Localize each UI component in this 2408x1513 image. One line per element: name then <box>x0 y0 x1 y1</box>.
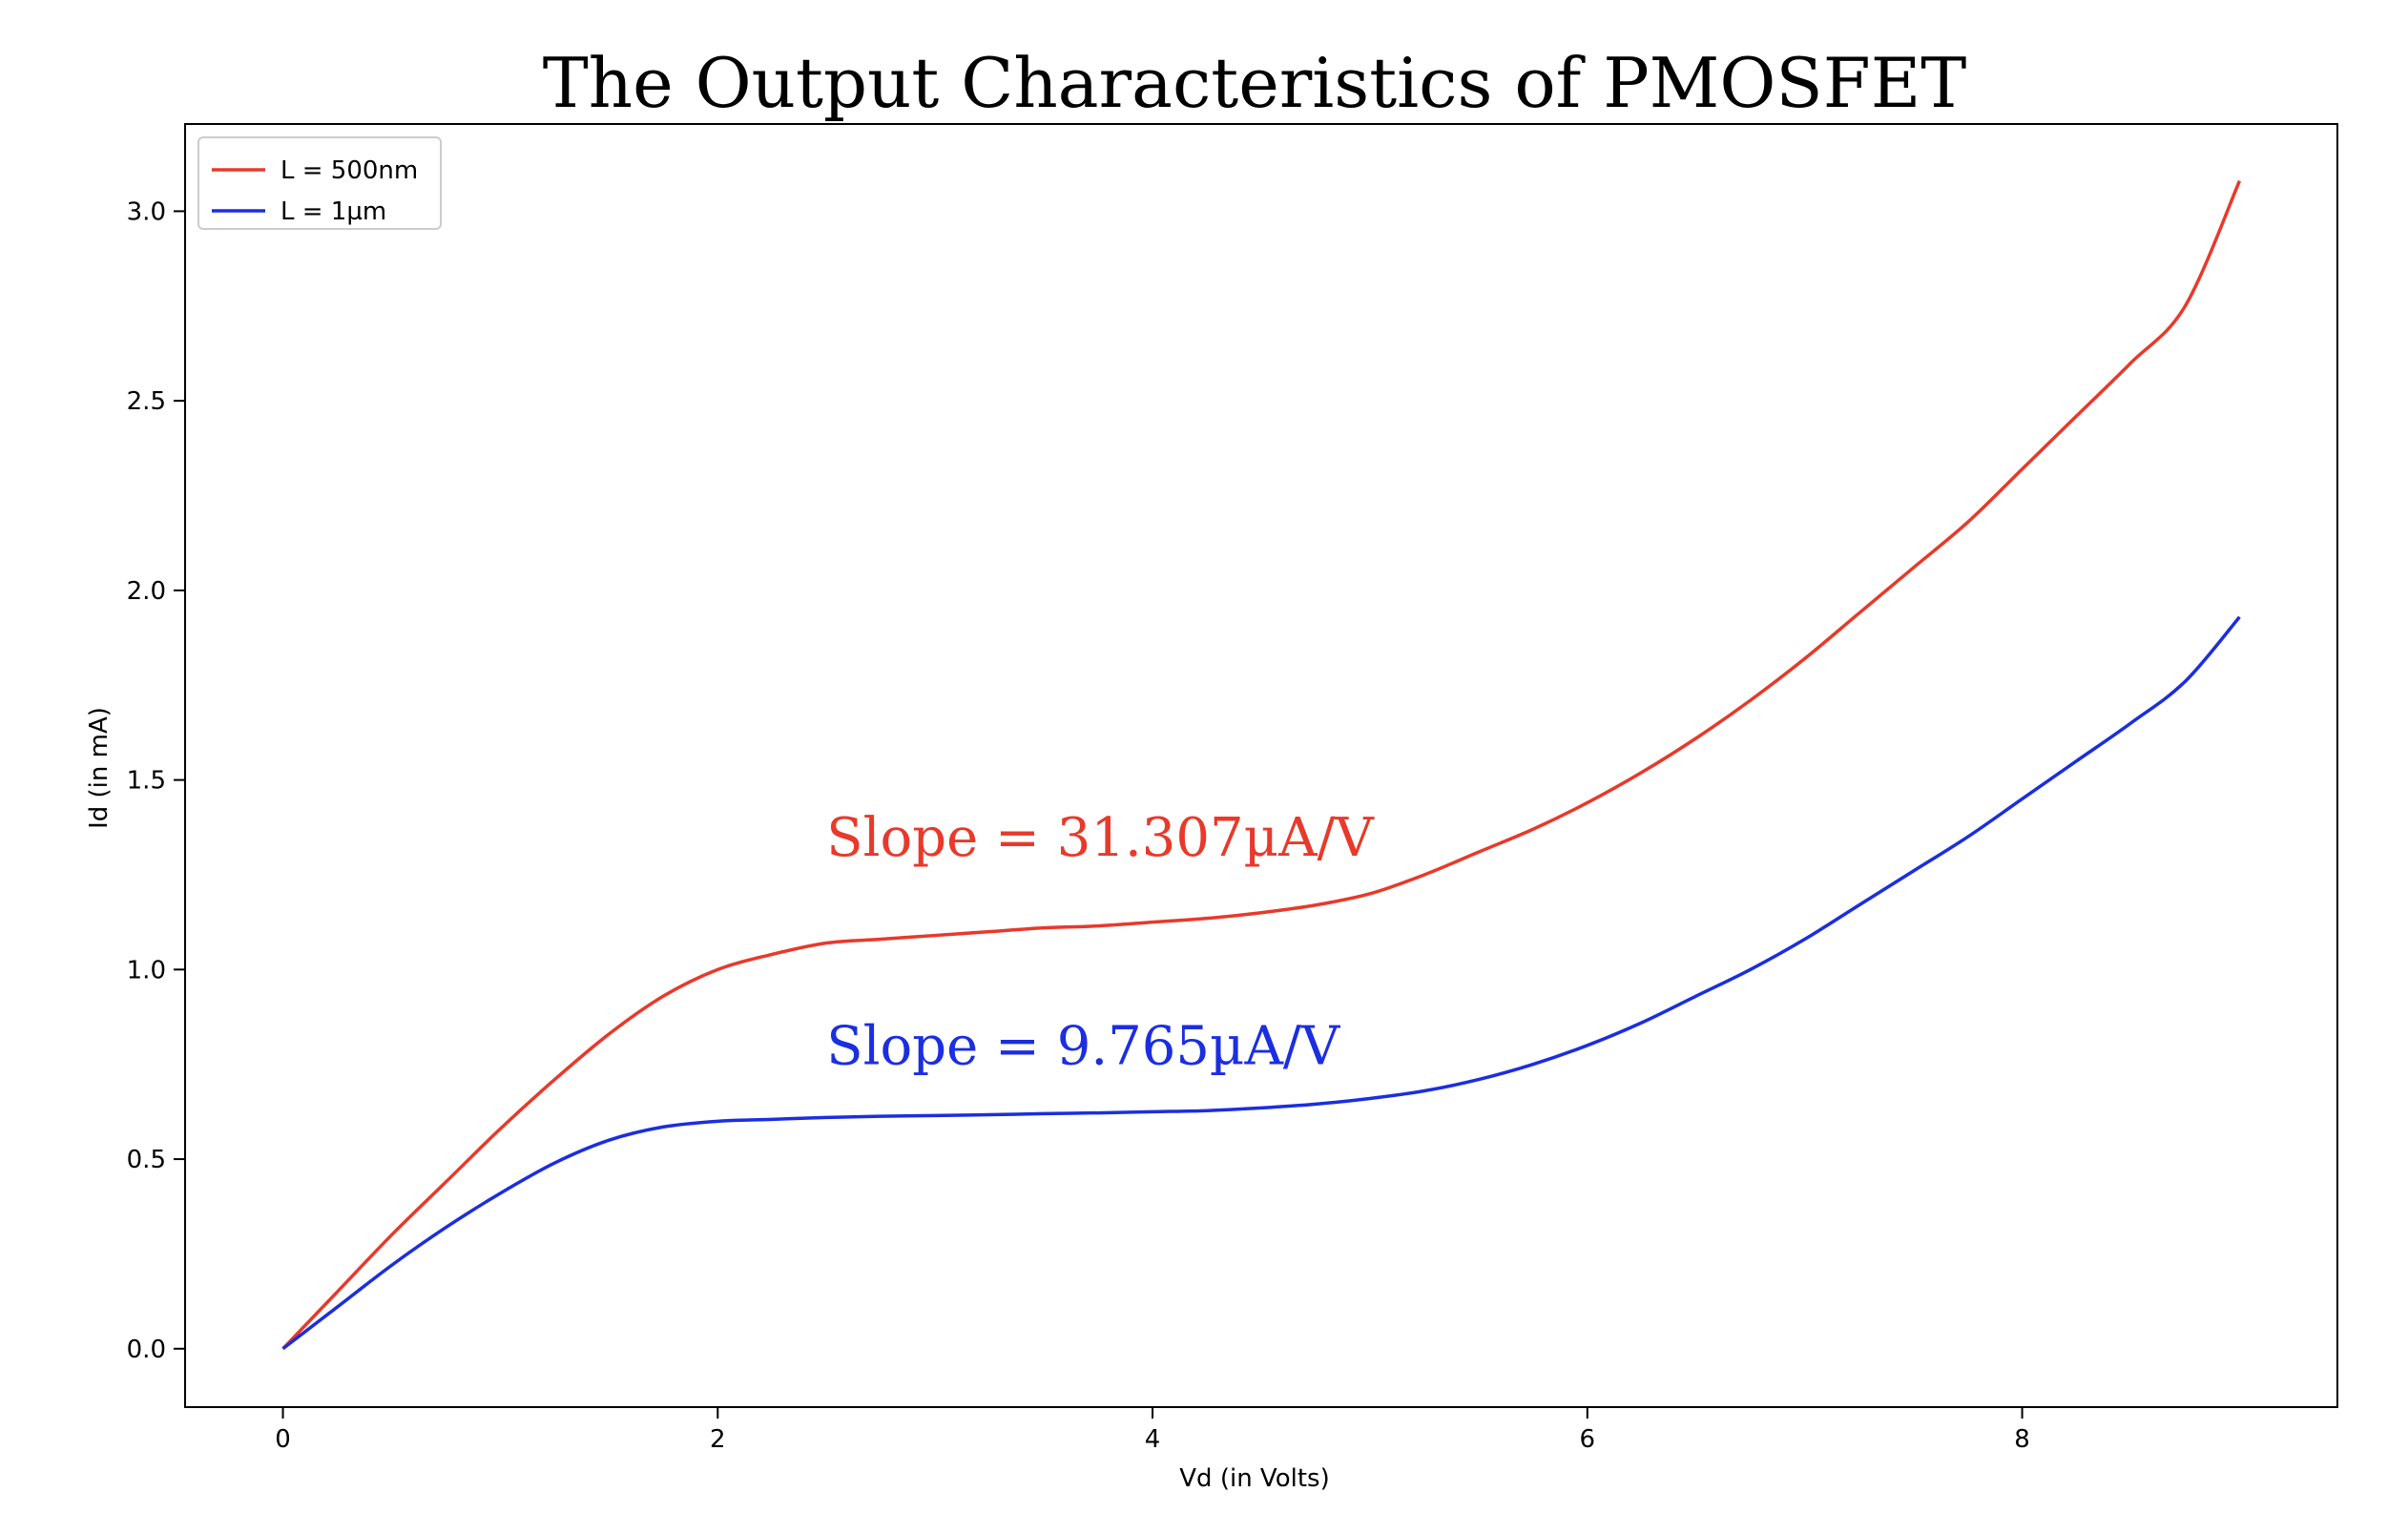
y-tick-label: 1.0 <box>127 956 166 984</box>
series-layer <box>281 179 2242 1351</box>
legend-entry-1: L = 500nm <box>280 156 418 185</box>
slope-annotation-2: Slope = 9.765µA/V <box>826 1016 1341 1078</box>
legend: L = 500nm L = 1µm <box>197 136 442 230</box>
y-tick-label: 1.5 <box>127 767 166 796</box>
y-tick-label: 0.0 <box>127 1336 166 1364</box>
plot-frame <box>184 123 2338 1408</box>
x-tick-label: 4 <box>1145 1425 1161 1454</box>
y-tick-label: 2.0 <box>127 577 166 606</box>
x-axis: 0 2 4 6 8 <box>275 1407 2030 1454</box>
annotations: Slope = 31.307µA/V Slope = 9.765µA/V <box>826 807 1375 1078</box>
x-tick-label: 2 <box>710 1425 726 1454</box>
chart-title: The Output Characteristics of PMOSFET <box>543 43 1967 123</box>
y-tick-label: 3.0 <box>127 197 166 226</box>
legend-box <box>197 136 442 230</box>
legend-entry-2: L = 1µm <box>280 197 386 226</box>
x-tick-label: 0 <box>275 1425 291 1454</box>
y-tick-label: 2.5 <box>127 387 166 416</box>
x-axis-label: Vd (in Volts) <box>1179 1464 1329 1493</box>
plot-area <box>184 123 2338 1408</box>
y-axis-label: Id (in mA) <box>85 707 114 829</box>
y-tick-label: 0.5 <box>127 1146 166 1174</box>
series-line-1 <box>281 179 2242 1350</box>
y-axis: 0.0 0.5 1.0 1.5 2.0 2.5 3.0 <box>127 197 185 1364</box>
slope-annotation-1: Slope = 31.307µA/V <box>826 807 1375 869</box>
x-tick-label: 6 <box>1580 1425 1596 1454</box>
x-tick-label: 8 <box>2014 1425 2030 1454</box>
series-line-2 <box>281 615 2241 1351</box>
